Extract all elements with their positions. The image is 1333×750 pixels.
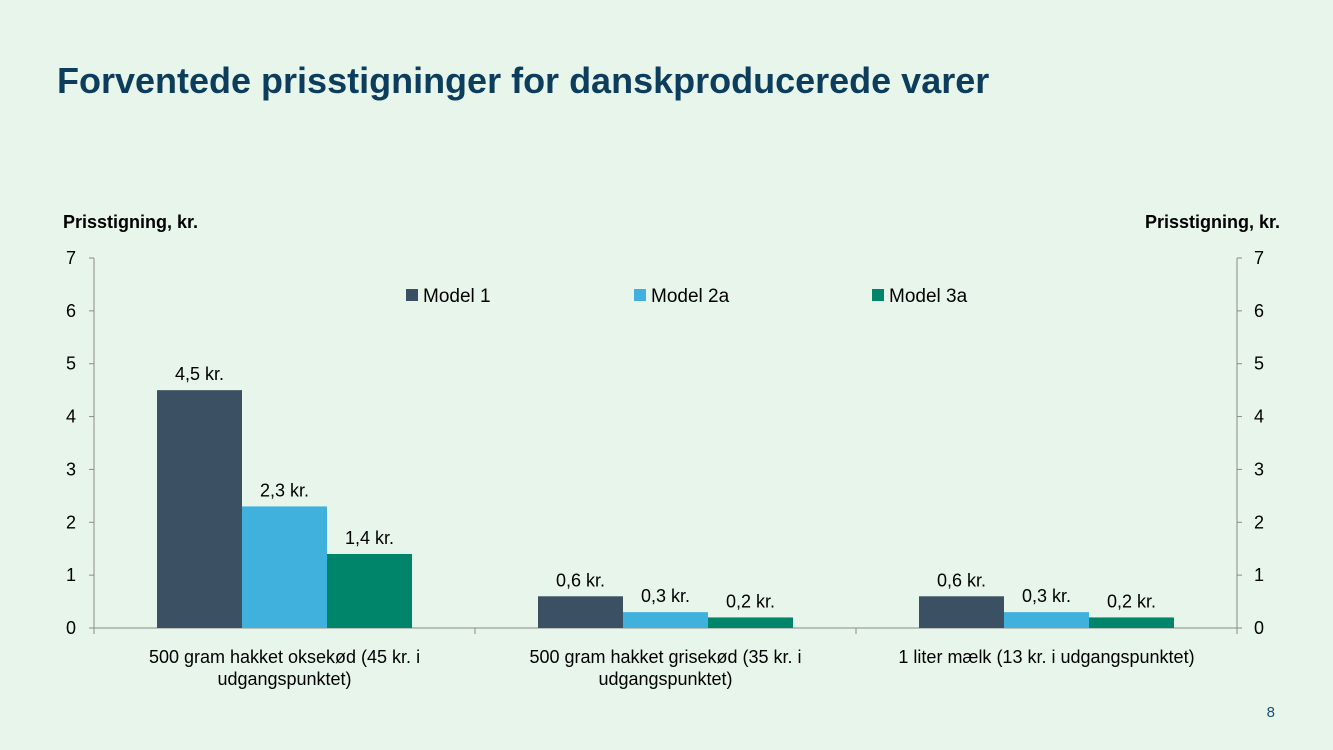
data-label: 0,6 kr. — [937, 570, 986, 590]
bar — [708, 617, 793, 628]
bar — [919, 596, 1004, 628]
bar — [157, 390, 242, 628]
legend-label: Model 1 — [423, 286, 491, 307]
data-labels: 4,5 kr. 2,3 kr. 1,4 kr. 0,6 kr. 0,3 kr. 0,2 k… — [175, 364, 1156, 611]
category-label: 500 gram hakket grisekød (35 kr. i — [529, 647, 801, 667]
legend-label: Model 2a — [651, 286, 730, 307]
y-tick-label-right: 4 — [1254, 407, 1264, 427]
legend-swatch — [634, 289, 646, 301]
y-tick-label-right: 0 — [1254, 618, 1264, 638]
category-label: 1 liter mælk (13 kr. i udgangspunktet) — [898, 647, 1194, 667]
y-axis-title-left: Prisstigning, kr. — [63, 212, 198, 232]
data-label: 0,6 kr. — [556, 570, 605, 590]
data-label: 0,2 kr. — [1107, 591, 1156, 611]
bar — [538, 596, 623, 628]
y-tick-label-left: 3 — [66, 459, 76, 479]
data-label: 1,4 kr. — [345, 528, 394, 548]
y-tick-label-left: 0 — [66, 618, 76, 638]
y-tick-label-left: 1 — [66, 565, 76, 585]
slide-title: Forventede prisstigninger for danskprodu… — [57, 60, 990, 101]
legend-label: Model 3a — [889, 286, 968, 307]
y-tick-label-left: 7 — [66, 248, 76, 268]
bar — [623, 612, 708, 628]
y-tick-label-right: 6 — [1254, 301, 1264, 321]
data-label: 0,3 kr. — [1022, 586, 1071, 606]
y-tick-label-left: 4 — [66, 407, 76, 427]
legend-swatch — [406, 289, 418, 301]
category-label: udgangspunktet) — [217, 669, 351, 689]
y-tick-label-right: 7 — [1254, 248, 1264, 268]
y-tick-label-right: 5 — [1254, 354, 1264, 374]
y-tick-label-right: 2 — [1254, 512, 1264, 532]
category-label: 500 gram hakket oksekød (45 kr. i — [149, 647, 420, 667]
bar — [327, 554, 412, 628]
category-labels: 500 gram hakket oksekød (45 kr. iudgangs… — [149, 647, 1195, 689]
page-number: 8 — [1266, 704, 1275, 721]
y-axis-title-right: Prisstigning, kr. — [1145, 212, 1280, 232]
legend-swatch — [872, 289, 884, 301]
bars — [157, 390, 1174, 628]
bar — [242, 506, 327, 628]
data-label: 2,3 kr. — [260, 480, 309, 500]
data-label: 4,5 kr. — [175, 364, 224, 384]
data-label: 0,2 kr. — [726, 591, 775, 611]
y-tick-label-left: 2 — [66, 512, 76, 532]
category-label: udgangspunktet) — [598, 669, 732, 689]
bar — [1089, 617, 1174, 628]
y-tick-label-right: 3 — [1254, 459, 1264, 479]
y-tick-label-right: 1 — [1254, 565, 1264, 585]
data-label: 0,3 kr. — [641, 586, 690, 606]
bar — [1004, 612, 1089, 628]
y-tick-label-left: 6 — [66, 301, 76, 321]
y-tick-label-left: 5 — [66, 354, 76, 374]
legend: Model 1 Model 2a Model 3a — [406, 286, 968, 307]
